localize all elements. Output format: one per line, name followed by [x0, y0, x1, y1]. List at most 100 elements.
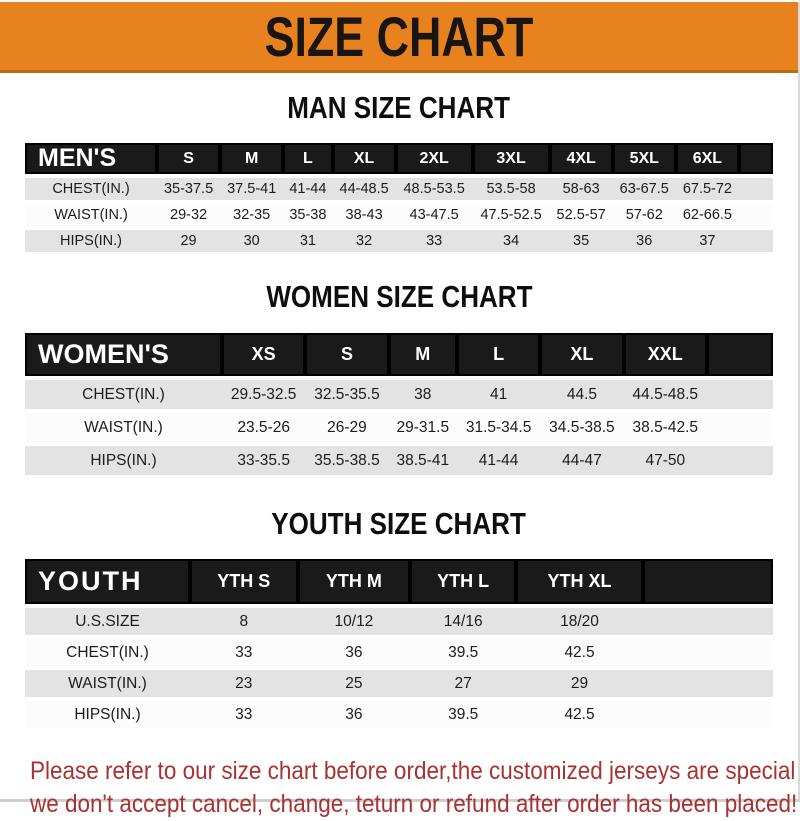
size-value-cell: 48.5-53.5 — [395, 178, 473, 200]
size-value-cell: 62-66.5 — [675, 204, 739, 226]
size-value-cell: 29 — [516, 670, 643, 697]
table-row: CHEST(IN.) 35-37.5 37.5-41 41-44 44-48.5 48.5… — [25, 178, 773, 200]
section-title-text: YOUTH SIZE CHART — [271, 506, 527, 541]
size-value-cell: 34 — [472, 230, 550, 252]
size-value-cell: 32.5-35.5 — [305, 380, 389, 409]
size-value-cell: 31.5-34.5 — [456, 413, 541, 442]
table-row: HIPS(IN.) 33-35.5 35.5-38.5 38.5-41 41-44 44-… — [25, 446, 773, 475]
size-value-cell: 33 — [190, 639, 298, 666]
table-group-label: MEN'S — [25, 143, 157, 174]
youth-size-chart-section: YOUTH SIZE CHART YOUTH YTH S YTH M YTH L YTH … — [0, 479, 798, 732]
size-column-header: 2XL — [395, 143, 473, 174]
men-section-title: MAN SIZE CHART — [25, 73, 773, 139]
size-value-cell: 39.5 — [410, 701, 517, 728]
size-value-cell: 36 — [297, 639, 411, 666]
size-column-header: XL — [540, 333, 624, 376]
size-value-cell: 29 — [157, 230, 221, 252]
size-column-header: L — [456, 333, 541, 376]
size-value-cell: 44-47 — [540, 446, 624, 475]
size-value-cell: 52.5-57 — [549, 204, 613, 226]
size-value-cell: 23 — [190, 670, 298, 697]
size-value-cell: 34.5-38.5 — [540, 413, 624, 442]
size-value-cell: 35-38 — [283, 204, 333, 226]
size-value-cell: 29.5-32.5 — [222, 380, 306, 409]
size-value-cell: 37.5-41 — [220, 178, 284, 200]
size-value-cell: 41-44 — [456, 446, 541, 475]
row-label: WAIST(IN.) — [25, 670, 190, 697]
size-value-cell: 32 — [332, 230, 396, 252]
row-filler-cell — [707, 446, 773, 475]
size-column-header: YTH S — [190, 559, 298, 604]
size-value-cell: 47-50 — [623, 446, 707, 475]
size-column-header: L — [283, 143, 333, 174]
women-size-table: WOMEN'S XS S M L XL XXL CHEST(IN.) 29.5-32.5 32.5… — [25, 329, 773, 479]
men-size-table: MEN'S S M L XL 2XL 3XL 4XL 5XL 6XL CHEST(IN.) 35-37… — [25, 139, 773, 256]
table-row: WAIST(IN.) 23 25 27 29 — [25, 670, 773, 697]
size-value-cell: 47.5-52.5 — [472, 204, 550, 226]
size-column-header: XS — [222, 333, 306, 376]
size-value-cell: 41 — [456, 380, 541, 409]
notice-line-2: we don't accept cancel, change, teturn o… — [30, 790, 798, 818]
table-row: WAIST(IN.) 23.5-26 26-29 29-31.5 31.5-34.5 34… — [25, 413, 773, 442]
row-label: WAIST(IN.) — [25, 204, 157, 226]
size-column-header: S — [305, 333, 389, 376]
size-value-cell: 35 — [549, 230, 613, 252]
row-filler-cell — [643, 639, 773, 666]
size-value-cell: 67.5-72 — [675, 178, 739, 200]
size-value-cell: 44.5 — [540, 380, 624, 409]
size-value-cell: 38 — [388, 380, 457, 409]
size-column-header: M — [220, 143, 284, 174]
section-title-text: MAN SIZE CHART — [287, 90, 511, 125]
women-section-title: WOMEN SIZE CHART — [25, 256, 773, 329]
size-value-cell: 14/16 — [410, 608, 517, 635]
size-value-cell: 8 — [190, 608, 298, 635]
size-column-header: 5XL — [612, 143, 676, 174]
size-value-cell: 38.5-42.5 — [623, 413, 707, 442]
men-size-chart-section: MAN SIZE CHART MEN'S S M L XL 2XL 3XL 4XL 5XL 6XL C… — [0, 73, 798, 256]
size-value-cell: 39.5 — [410, 639, 517, 666]
size-column-header: M — [388, 333, 457, 376]
sections-container: MAN SIZE CHART MEN'S S M L XL 2XL 3XL 4XL 5XL 6XL C… — [0, 73, 798, 732]
row-filler-cell — [739, 204, 773, 226]
youth-section-title: YOUTH SIZE CHART — [25, 479, 773, 555]
size-value-cell: 30 — [220, 230, 284, 252]
size-value-cell: 29-31.5 — [388, 413, 457, 442]
table-row: HIPS(IN.) 33 36 39.5 42.5 — [25, 701, 773, 728]
header-filler-cell — [739, 143, 773, 174]
size-column-header: YTH XL — [516, 559, 643, 604]
footer-notice: Please refer to our size chart before or… — [0, 755, 800, 821]
size-value-cell: 33 — [190, 701, 298, 728]
size-value-cell: 27 — [410, 670, 517, 697]
table-row: U.S.SIZE 8 10/12 14/16 18/20 — [25, 608, 773, 635]
size-value-cell: 29-32 — [157, 204, 221, 226]
size-value-cell: 18/20 — [516, 608, 643, 635]
size-value-cell: 44.5-48.5 — [623, 380, 707, 409]
row-filler-cell — [643, 670, 773, 697]
size-value-cell: 10/12 — [297, 608, 411, 635]
size-value-cell: 32-35 — [220, 204, 284, 226]
row-label: WAIST(IN.) — [25, 413, 222, 442]
header-filler-cell — [643, 559, 773, 604]
table-row: CHEST(IN.) 33 36 39.5 42.5 — [25, 639, 773, 666]
size-column-header: S — [157, 143, 221, 174]
size-value-cell: 26-29 — [305, 413, 389, 442]
size-value-cell: 44-48.5 — [332, 178, 396, 200]
size-value-cell: 36 — [297, 701, 411, 728]
size-value-cell: 42.5 — [516, 701, 643, 728]
table-group-label: WOMEN'S — [25, 333, 222, 376]
table-header-row: WOMEN'S XS S M L XL XXL — [25, 333, 773, 376]
table-row: CHEST(IN.) 29.5-32.5 32.5-35.5 38 41 44.5 44.5… — [25, 380, 773, 409]
row-label: CHEST(IN.) — [25, 178, 157, 200]
table-header-row: YOUTH YTH S YTH M YTH L YTH XL — [25, 559, 773, 604]
table-row: HIPS(IN.) 29 30 31 32 33 34 35 36 37 — [25, 230, 773, 252]
banner: SIZE CHART — [0, 2, 798, 73]
size-value-cell: 42.5 — [516, 639, 643, 666]
notice-line-1: Please refer to our size chart before or… — [30, 757, 800, 785]
size-column-header: YTH L — [410, 559, 517, 604]
banner-title: SIZE CHART — [264, 4, 534, 68]
size-column-header: XL — [332, 143, 396, 174]
size-column-header: YTH M — [297, 559, 411, 604]
row-filler-cell — [707, 413, 773, 442]
size-value-cell: 33-35.5 — [222, 446, 306, 475]
